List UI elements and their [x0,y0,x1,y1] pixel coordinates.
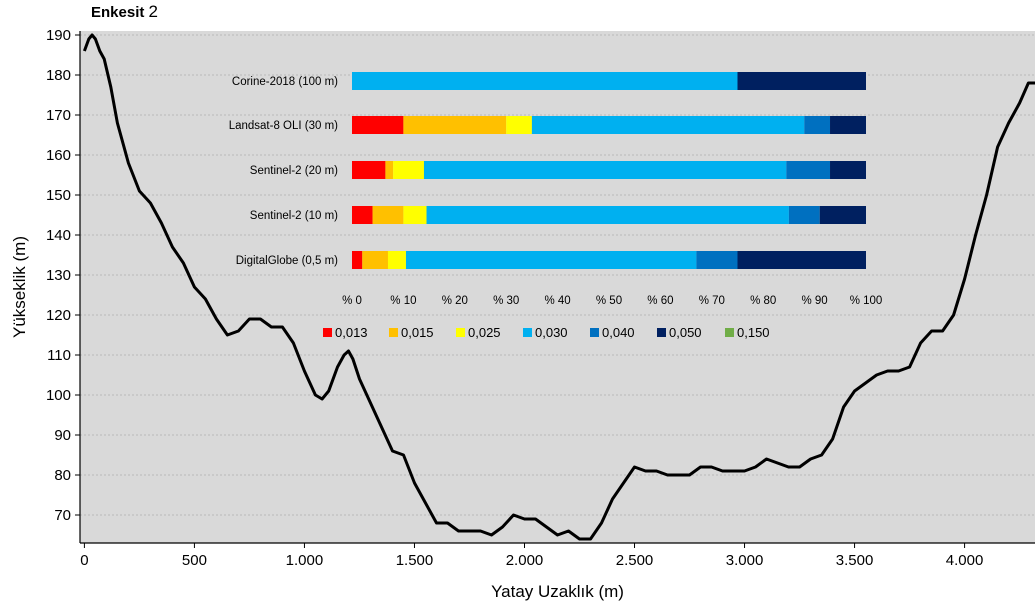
plot-area [80,31,1035,543]
legend-label: 0,150 [737,325,770,340]
axes: 70 80 90 100 110 120 130 140 150 160 170 180 190 0 500… [46,27,1035,569]
legend-label: 0,013 [335,325,368,340]
bar-segment [786,161,831,179]
y-tick-label: 180 [46,67,71,84]
bar-segment [830,161,866,179]
bar-x-tick-label: % 60 [647,295,673,307]
x-axis-title: Yatay Uzaklık (m) [491,582,624,601]
land-cover-bar-chart: Corine-2018 (100 m) Landsat-8 OLI (30 m) S… [229,72,883,340]
x-tick-label: 4.000 [946,552,984,569]
bar-segment [405,251,697,269]
bar-category-label: Landsat-8 OLI (30 m) [229,120,338,132]
bar-segment [352,206,373,224]
bar-segment [372,206,404,224]
x-tick-label: 3.000 [726,552,764,569]
bar-segment [403,206,427,224]
y-tick-label: 150 [46,187,71,204]
bar-segment [385,161,394,179]
y-tick-label: 80 [54,467,71,484]
bar-x-tick-label: % 100 [850,295,883,307]
bar-category-label: Corine-2018 (100 m) [232,76,338,88]
legend-swatch [456,328,465,337]
y-tick-label: 140 [46,227,71,244]
bar-segment [531,116,805,134]
x-tick-label: 1.500 [396,552,434,569]
elevation-profile-line [82,33,1035,541]
y-tick-label: 90 [54,427,71,444]
y-axis-title: Yükseklik (m) [10,236,29,338]
y-tick-label: 130 [46,267,71,284]
legend-swatch [323,328,332,337]
bar-segment [423,161,787,179]
legend-label: 0,025 [468,325,501,340]
chart-title-number: 2 [148,2,158,21]
chart-title: Enkesit 2 [91,2,158,22]
bar-segment [830,116,866,134]
bar-segment [362,251,388,269]
bar-segment [352,72,738,90]
bar-segment [696,251,738,269]
bar-segment [352,116,404,134]
legend-swatch [657,328,666,337]
legend-swatch [523,328,532,337]
y-tick-label: 190 [46,27,71,44]
y-tick-label: 70 [54,507,71,524]
bar-segment [788,206,820,224]
y-tick-label: 160 [46,147,71,164]
bar-x-tick-label: % 0 [342,295,362,307]
bar-x-tick-label: % 30 [493,295,519,307]
y-tick-label: 110 [47,347,71,364]
bar-x-tick-label: % 80 [750,295,776,307]
bar-segment [819,206,866,224]
bar-segment [393,161,424,179]
legend-label: 0,030 [535,325,568,340]
bar-x-tick-label: % 70 [699,295,725,307]
legend-label: 0,050 [669,325,702,340]
bar-x-tick-label: % 40 [544,295,570,307]
bar-category-label: Sentinel-2 (20 m) [250,165,338,177]
x-tick-label: 0 [80,552,88,569]
legend-label: 0,040 [602,325,635,340]
bar-segment [804,116,831,134]
bar-x-tick-label: % 20 [442,295,468,307]
y-tick-label: 170 [46,107,71,124]
bar-segment [737,251,866,269]
y-tick-label: 120 [46,307,71,324]
bar-x-tick-label: % 10 [390,295,416,307]
x-tick-label: 2.000 [506,552,544,569]
legend-swatch [725,328,734,337]
bar-segment [387,251,406,269]
bar-segment [352,161,386,179]
legend-label: 0,015 [401,325,434,340]
x-tick-label: 2.500 [616,552,654,569]
bar-x-tick-label: % 90 [801,295,827,307]
chart-title-prefix: Enkesit [91,4,145,21]
x-tick-label: 500 [182,552,207,569]
x-tick-label: 3.500 [836,552,874,569]
legend-swatch [389,328,398,337]
bar-category-label: Sentinel-2 (10 m) [250,210,338,222]
bar-category-label: DigitalGlobe (0,5 m) [236,255,338,267]
x-tick-label: 1.000 [286,552,324,569]
bar-x-tick-label: % 50 [596,295,622,307]
legend-swatch [590,328,599,337]
bar-segment [737,72,866,90]
bar-segment [506,116,532,134]
y-tick-label: 100 [46,387,71,404]
bar-segment [403,116,507,134]
bar-segment [426,206,789,224]
gridlines [80,34,1035,516]
bar-segment [352,251,363,269]
